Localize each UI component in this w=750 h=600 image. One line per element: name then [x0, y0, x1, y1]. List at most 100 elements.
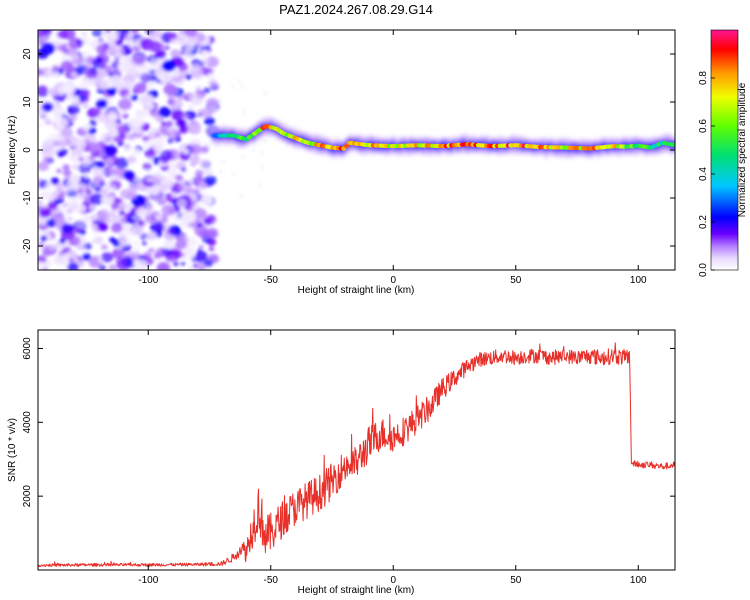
noise-blob — [185, 236, 198, 247]
noise-blob — [38, 242, 44, 247]
noise-blob — [135, 207, 148, 218]
noise-blob — [176, 161, 187, 170]
noise-blob — [180, 167, 187, 172]
y-tick-label: 6000 — [22, 337, 33, 360]
noise-blob — [88, 180, 99, 190]
noise-blob — [71, 72, 77, 77]
snr-x-label: Height of straight line (km) — [298, 585, 415, 596]
noise-blob — [176, 198, 188, 208]
noise-blob — [112, 47, 125, 57]
noise-blob — [123, 170, 134, 180]
noise-blob — [167, 98, 175, 106]
noise-blob — [71, 151, 77, 156]
noise-blob — [155, 248, 167, 258]
noise-blob — [90, 213, 99, 221]
noise-blob — [104, 119, 118, 131]
noise-blob — [95, 99, 108, 109]
noise-blob — [118, 236, 127, 244]
noise-dot — [263, 91, 267, 95]
y-tick-label: 20 — [22, 48, 33, 60]
spectrogram-x-label: Height of straight line (km) — [298, 285, 415, 296]
noise-blob — [61, 30, 76, 40]
snr-frame — [37, 329, 676, 571]
x-tick-label: -50 — [264, 575, 279, 586]
noise-blob — [38, 255, 47, 264]
noise-blob — [118, 98, 132, 111]
noise-blob — [95, 56, 104, 64]
noise-blob — [82, 215, 92, 223]
noise-blob — [96, 161, 105, 169]
noise-blob — [38, 200, 43, 205]
noise-blob — [55, 182, 64, 190]
noise-blob — [79, 81, 89, 90]
noise-blob — [108, 211, 116, 218]
x-tick-label: 50 — [510, 575, 522, 586]
noise-blob — [171, 213, 181, 222]
noise-blob — [53, 116, 68, 129]
noise-dot — [263, 139, 267, 142]
noise-blob — [197, 30, 204, 33]
noise-blob — [75, 64, 88, 75]
noise-blob — [85, 68, 98, 79]
noise-blob — [182, 115, 189, 120]
noise-blob — [100, 132, 114, 144]
noise-blob — [144, 103, 154, 111]
noise-blob — [122, 113, 129, 119]
noise-blob — [38, 161, 50, 172]
noise-blob — [52, 71, 60, 78]
noise-blob — [198, 244, 204, 249]
noise-blob — [68, 113, 78, 122]
y-tick-label: 0 — [22, 147, 33, 153]
noise-blob — [151, 187, 160, 195]
noise-dot — [260, 166, 263, 169]
noise-blob — [101, 252, 114, 263]
noise-blob — [67, 262, 79, 270]
noise-blob — [106, 86, 117, 96]
spectrogram-y-label: Frequency (Hz) — [7, 116, 18, 185]
noise-blob — [44, 35, 50, 41]
noise-blob — [62, 164, 70, 171]
noise-blob — [80, 155, 92, 166]
colorbar-ticks: 0.0 0.2 0.4 0.6 0.8 — [698, 71, 715, 277]
noise-dot — [218, 99, 222, 102]
noise-blob — [134, 110, 144, 119]
noise-blob — [149, 175, 161, 184]
noise-blob — [50, 211, 58, 217]
noise-blob — [38, 261, 46, 270]
noise-blob — [101, 166, 115, 178]
noise-blob — [178, 95, 184, 100]
noise-blob — [192, 263, 199, 269]
x-tick-label: 0 — [390, 575, 396, 586]
noise-blob — [41, 102, 54, 112]
noise-blob — [156, 78, 162, 84]
noise-dot — [222, 160, 225, 163]
noise-blob — [175, 33, 190, 46]
noise-blob — [127, 155, 137, 164]
noise-blob — [108, 264, 117, 270]
noise-blob — [134, 118, 146, 128]
noise-blob — [148, 30, 162, 40]
noise-blob — [182, 148, 190, 155]
noise-blob — [167, 171, 178, 180]
noise-blob — [45, 120, 52, 125]
noise-blob — [132, 71, 141, 79]
noise-blob — [147, 40, 162, 52]
noise-blob — [157, 179, 172, 192]
noise-blob — [170, 49, 181, 58]
noise-dot — [258, 183, 261, 186]
noise-blob — [187, 265, 194, 270]
noise-blob — [41, 147, 55, 159]
noise-blob — [176, 119, 187, 128]
noise-blob — [133, 259, 148, 270]
noise-blob — [203, 167, 213, 176]
noise-blob — [121, 224, 136, 237]
noise-blob — [144, 148, 156, 159]
noise-blob — [56, 44, 65, 51]
y-tick-label: 2000 — [22, 485, 33, 508]
noise-blob — [71, 164, 78, 170]
noise-blob — [170, 69, 181, 78]
noise-blob — [163, 239, 175, 250]
noise-blob — [193, 188, 200, 194]
noise-blob — [154, 214, 162, 221]
